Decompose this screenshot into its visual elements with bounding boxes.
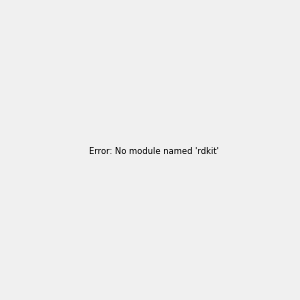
Text: Error: No module named 'rdkit': Error: No module named 'rdkit': [89, 147, 219, 156]
